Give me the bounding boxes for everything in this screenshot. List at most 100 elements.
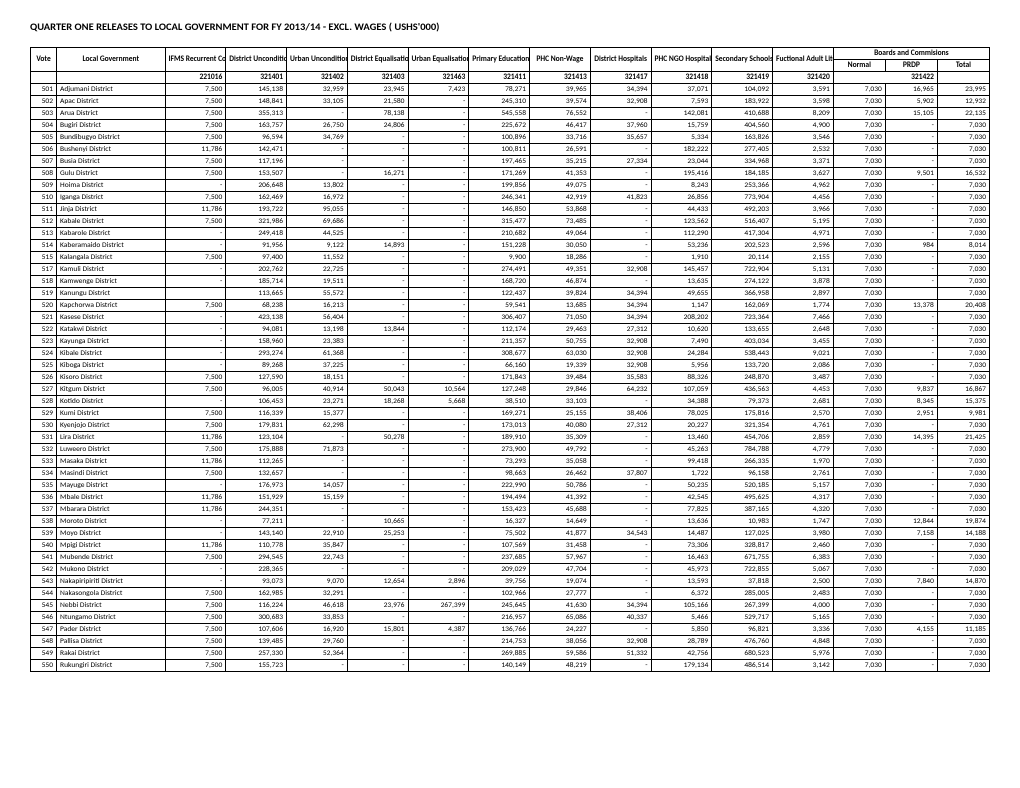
cell-value: 33,105 <box>287 96 348 108</box>
cell-value: 7,030 <box>937 492 989 504</box>
cell-value: 73,306 <box>651 540 712 552</box>
cell-value: 7,030 <box>833 180 885 192</box>
cell-vote: 526 <box>31 372 57 384</box>
cell-value: 7,030 <box>937 360 989 372</box>
cell-value: 9,837 <box>885 384 937 396</box>
cell-name: Kyenjojo District <box>57 420 165 432</box>
col-prdp: PRDP <box>885 60 937 72</box>
cell-value: - <box>165 348 226 360</box>
cell-value: - <box>347 420 408 432</box>
cell-value: - <box>408 120 469 132</box>
cell-value: 7,500 <box>165 84 226 96</box>
cell-value: 79,373 <box>712 396 773 408</box>
cell-value: - <box>287 456 348 468</box>
cell-value: 7,030 <box>937 216 989 228</box>
cell-value: - <box>347 144 408 156</box>
cell-name: Bugiri District <box>57 120 165 132</box>
cell-value: 14,487 <box>651 528 712 540</box>
cell-value: 1,910 <box>651 252 712 264</box>
col-boards: Boards and Commisions <box>833 48 989 60</box>
cell-value: 7,030 <box>833 432 885 444</box>
cell-value: - <box>347 408 408 420</box>
cell-value: - <box>347 228 408 240</box>
table-row: 539Moyo District-143,14022,91025,253-75,… <box>31 528 990 540</box>
cell-value: 13,635 <box>651 276 712 288</box>
cell-value: 15,105 <box>885 108 937 120</box>
cell-value: 3,336 <box>773 624 834 636</box>
cell-value: 59,586 <box>530 648 591 660</box>
cell-value: - <box>408 540 469 552</box>
cell-value: 4,155 <box>885 624 937 636</box>
cell-value: - <box>165 324 226 336</box>
cell-vote: 531 <box>31 432 57 444</box>
cell-value: 228,365 <box>226 564 287 576</box>
cell-value: 49,655 <box>651 288 712 300</box>
cell-value: 225,672 <box>469 120 530 132</box>
cell-value: - <box>347 252 408 264</box>
cell-value: 7,030 <box>937 420 989 432</box>
cell-value: 7,030 <box>833 240 885 252</box>
cell-value: 3,455 <box>773 336 834 348</box>
cell-value: 151,929 <box>226 492 287 504</box>
cell-value: - <box>590 396 651 408</box>
cell-value: 139,485 <box>226 636 287 648</box>
cell-value: 7,030 <box>833 84 885 96</box>
cell-value: 16,213 <box>287 300 348 312</box>
cell-value: 25,155 <box>530 408 591 420</box>
cell-value: 7,030 <box>833 660 885 672</box>
cell-value: 4,848 <box>773 636 834 648</box>
cell-value: - <box>885 600 937 612</box>
cell-value: 23,383 <box>287 336 348 348</box>
cell-value: 41,392 <box>530 492 591 504</box>
cell-vote: 527 <box>31 384 57 396</box>
cell-name: Luweero District <box>57 444 165 456</box>
cell-value: - <box>885 660 937 672</box>
cell-value: 7,500 <box>165 588 226 600</box>
cell-value: - <box>885 444 937 456</box>
cell-value: 32,908 <box>590 348 651 360</box>
cell-value: 7,500 <box>165 408 226 420</box>
cell-vote: 529 <box>31 408 57 420</box>
cell-value: 2,761 <box>773 468 834 480</box>
cell-value: 107,606 <box>226 624 287 636</box>
cell-value: - <box>885 312 937 324</box>
col-local-government: Local Government <box>57 48 165 72</box>
cell-value: 195,416 <box>651 168 712 180</box>
cell-value: 33,103 <box>530 396 591 408</box>
table-row: 549Rakai District7,500257,33052,364--269… <box>31 648 990 660</box>
cell-value: 112,174 <box>469 324 530 336</box>
code-cell: 321419 <box>712 72 773 84</box>
cell-value: - <box>165 564 226 576</box>
table-row: 505Bundibugyo District7,50096,59434,769-… <box>31 132 990 144</box>
cell-vote: 515 <box>31 252 57 264</box>
cell-value: 7,030 <box>833 564 885 576</box>
cell-value: 13,593 <box>651 576 712 588</box>
table-row: 532Luweero District7,500175,88871,873--2… <box>31 444 990 456</box>
cell-value: - <box>408 636 469 648</box>
cell-value: 12,654 <box>347 576 408 588</box>
cell-value: 37,225 <box>287 360 348 372</box>
cell-value: 68,238 <box>226 300 287 312</box>
cell-value: - <box>408 312 469 324</box>
cell-name: Ntungamo District <box>57 612 165 624</box>
cell-value: 7,030 <box>937 564 989 576</box>
cell-value: - <box>885 264 937 276</box>
cell-value: - <box>590 540 651 552</box>
cell-value: 784,788 <box>712 444 773 456</box>
cell-value: 22,743 <box>287 552 348 564</box>
cell-value: - <box>885 348 937 360</box>
cell-vote: 511 <box>31 204 57 216</box>
cell-value: 246,341 <box>469 192 530 204</box>
code-cell: 321418 <box>651 72 712 84</box>
cell-value: 285,005 <box>712 588 773 600</box>
cell-value: 8,243 <box>651 180 712 192</box>
cell-value: - <box>590 180 651 192</box>
cell-value: 249,418 <box>226 228 287 240</box>
cell-value: - <box>408 336 469 348</box>
cell-value: 7,030 <box>833 624 885 636</box>
cell-value: 7,030 <box>833 576 885 588</box>
cell-value: 69,686 <box>287 216 348 228</box>
cell-value: 34,543 <box>590 528 651 540</box>
cell-value: 35,657 <box>590 132 651 144</box>
cell-value: 151,228 <box>469 240 530 252</box>
